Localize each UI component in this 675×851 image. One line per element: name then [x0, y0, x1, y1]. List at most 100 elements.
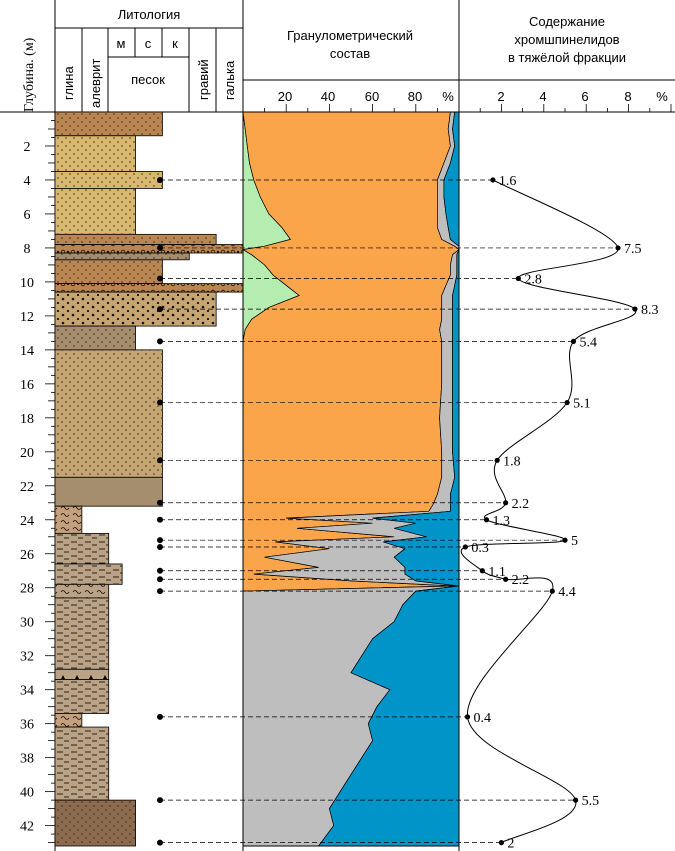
chromite-value-label: 2 — [507, 837, 514, 851]
depth-tick-label: 34 — [20, 684, 34, 699]
depth-tick-label: 6 — [24, 208, 31, 223]
lithology-sample-point — [157, 588, 163, 595]
depth-tick-label: 24 — [20, 514, 34, 529]
lithology-pattern — [55, 506, 82, 534]
lithology-sample-point — [157, 797, 163, 804]
lithology-pattern — [55, 253, 190, 260]
depth-tick-label: 42 — [20, 820, 34, 835]
chromite-title-3: в тяжёлой фракции — [508, 50, 626, 65]
chromite-point — [570, 338, 577, 344]
lithology-pattern — [55, 188, 136, 235]
chromite-value-label: 4.4 — [558, 585, 576, 600]
lithology-sample-point — [157, 516, 163, 523]
sample-dashed-lines: 1.67.52.88.35.45.11.82.21.350.31.12.24.4… — [157, 174, 658, 851]
lith-col-medium: с — [145, 36, 152, 51]
lithology-sample-point — [157, 306, 163, 313]
chromite-point — [515, 275, 521, 282]
lithology-pattern — [55, 679, 109, 714]
chromite-value-label: 5.5 — [582, 794, 600, 809]
lithology-sample-point — [157, 543, 163, 550]
depth-tick-label: 28 — [20, 582, 34, 597]
chromite-title-2: хромшпинелидов — [514, 32, 619, 47]
grain-title-1: Гранулометрический — [287, 28, 413, 43]
chromite-point — [503, 500, 509, 506]
depth-tick-label: 30 — [20, 616, 34, 631]
chromite-value-label: 1.3 — [493, 514, 511, 529]
chromite-point — [564, 399, 570, 406]
lithology-sample-point — [157, 275, 163, 282]
chromite-point — [494, 457, 500, 463]
depth-tick-label: 14 — [20, 344, 34, 359]
grain-tick-60: 60 — [365, 89, 379, 104]
lithology-pattern — [55, 135, 136, 172]
depth-tick-label: 10 — [20, 276, 34, 291]
chromite-value-label: 2.8 — [524, 273, 542, 288]
lithology-pattern — [55, 234, 217, 245]
chromite-tick-6: 6 — [581, 89, 588, 104]
grain-size-plot — [241, 104, 460, 847]
chromite-point — [464, 714, 471, 720]
lith-col-pebble: галька — [222, 60, 237, 100]
depth-tick-label: 20 — [20, 446, 34, 461]
chromite-point — [615, 245, 621, 251]
depth-tick-label: 16 — [20, 378, 34, 393]
lithology-layer — [54, 476, 163, 507]
grain-axis: 20 40 60 80 % — [278, 89, 454, 104]
lith-col-fine: м — [117, 36, 126, 51]
lith-col-silt: алеврит — [88, 59, 103, 108]
lithology-column — [54, 111, 244, 847]
depth-tick-label: 18 — [20, 412, 34, 427]
lithology-pattern — [55, 171, 163, 189]
depth-tick-label: 32 — [20, 650, 34, 665]
chromite-point — [490, 177, 496, 183]
lithology-pattern — [55, 112, 163, 136]
lithology-sample-point — [157, 839, 163, 846]
lithology-title: Литология — [118, 7, 181, 22]
chromite-point — [503, 576, 509, 582]
chromite-value-label: 1.6 — [499, 174, 517, 189]
depth-tick-label: 22 — [20, 480, 34, 495]
chromite-value-label: 7.5 — [624, 242, 642, 257]
lithology-pattern — [55, 283, 243, 293]
lithology-pattern — [55, 713, 82, 728]
chromite-value-label: 8.3 — [641, 303, 659, 318]
lithology-sample-point — [157, 457, 163, 464]
grain-tick-20: 20 — [278, 89, 292, 104]
chromite-tick-4: 4 — [539, 89, 546, 104]
depth-tick-label: 12 — [20, 310, 34, 325]
grain-tick-80: 80 — [408, 89, 422, 104]
lithology-sample-point — [157, 338, 163, 345]
chromite-value-label: 1.1 — [488, 565, 506, 580]
chromite-value-label: 1.8 — [503, 454, 521, 469]
lithology-pattern — [55, 727, 109, 801]
lith-col-clay: глина — [61, 66, 76, 100]
depth-tick-label: 4 — [24, 174, 31, 189]
lithology-pattern — [55, 326, 136, 350]
lithology-pattern — [55, 244, 243, 254]
lithology-pattern — [55, 292, 217, 327]
chromite-point — [549, 588, 555, 594]
lith-col-coarse: к — [172, 36, 178, 51]
chromite-tick-2: 2 — [497, 89, 504, 104]
lithology-sample-point — [157, 244, 163, 251]
lithology-sample-point — [157, 713, 163, 720]
chromite-value-label: 2.2 — [512, 497, 530, 512]
chromite-point — [562, 537, 568, 543]
depth-tick-label: 26 — [20, 548, 34, 563]
chromite-tick-8: 8 — [624, 89, 631, 104]
chromite-point — [632, 306, 638, 312]
lithology-pattern — [55, 563, 123, 585]
chromite-value-label: 5.4 — [579, 335, 597, 350]
depth-axis-title: Глубина. (м) — [22, 37, 37, 112]
chromite-point — [479, 568, 485, 574]
lithology-pattern — [55, 800, 136, 846]
lith-col-gravel: гравий — [196, 59, 211, 100]
lithology-pattern — [55, 349, 163, 478]
grain-unit: % — [442, 89, 454, 104]
lithology-pattern — [55, 259, 163, 284]
chromite-value-label: 5.1 — [573, 397, 591, 412]
depth-tick-label: 38 — [20, 752, 34, 767]
chromite-point — [462, 544, 468, 550]
